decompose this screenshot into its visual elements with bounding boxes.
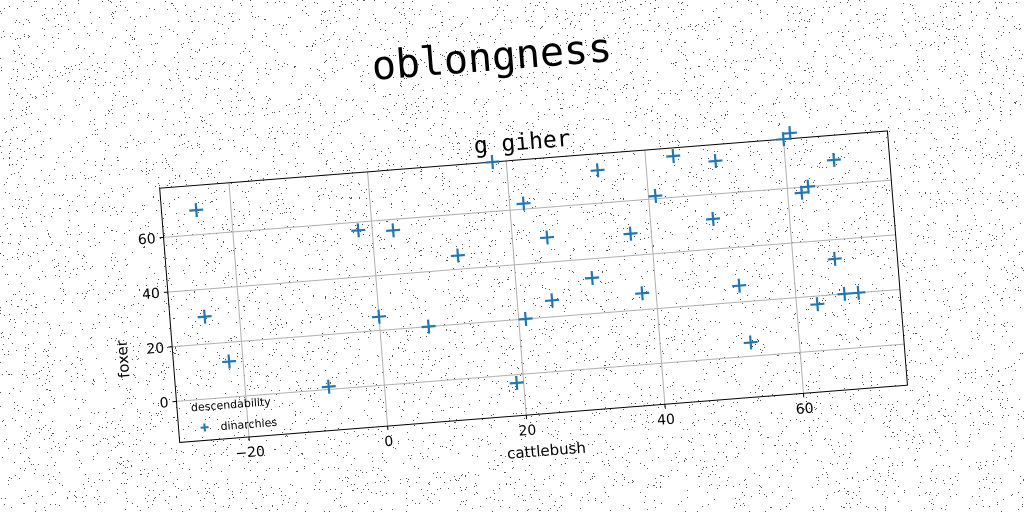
y-gridline: [176, 343, 905, 402]
data-point: [540, 230, 555, 245]
data-point: [708, 153, 723, 169]
y-axis-label: foxer: [112, 339, 133, 379]
y-gridline: [172, 288, 900, 348]
data-point: [801, 179, 816, 194]
data-point: [509, 375, 524, 390]
data-point: [222, 354, 237, 369]
data-point: [782, 126, 798, 141]
data-point: [545, 293, 560, 308]
x-tick-label: 60: [795, 401, 814, 418]
chart-title: g giher: [473, 126, 572, 160]
x-gridline: [782, 139, 804, 394]
x-gridline: [367, 171, 389, 427]
grid-lines: [163, 139, 905, 438]
data-point: [623, 226, 638, 241]
legend-marker-plus: [200, 423, 209, 432]
data-point: [826, 152, 841, 167]
data-point: [590, 163, 605, 178]
data-point: [421, 319, 436, 334]
data-point: [585, 270, 600, 286]
data-point: [851, 285, 866, 300]
x-gridline: [228, 182, 250, 438]
x-tick-label: −20: [235, 444, 266, 462]
y-tick-label: 40: [142, 286, 161, 303]
y-tick-label: 20: [146, 340, 165, 357]
legend-title: descendability: [191, 395, 272, 414]
x-gridline: [505, 160, 527, 416]
data-point: [321, 379, 336, 394]
y-gridline: [167, 234, 896, 293]
x-tick-label: 0: [384, 434, 394, 451]
data-point: [197, 309, 212, 324]
y-tick-label: 60: [137, 231, 156, 248]
x-tick-label: 20: [518, 422, 537, 439]
data-point: [485, 154, 500, 170]
data-point: [371, 309, 387, 324]
data-point: [810, 297, 825, 312]
data-point: [648, 188, 663, 204]
legend-plus: [200, 423, 209, 432]
data-markers: [189, 126, 866, 394]
data-point: [732, 278, 747, 293]
data-point: [743, 335, 758, 350]
axis-ticks: −20 0 20 40 60 0 20 40 60: [137, 231, 814, 462]
data-point: [827, 251, 842, 266]
data-point: [450, 248, 465, 263]
data-point: [351, 223, 366, 238]
legend-entry-label: dinarchies: [220, 416, 278, 433]
plot-frame: [159, 130, 908, 443]
y-tick-label: 0: [159, 395, 169, 412]
y-gridline: [163, 179, 892, 238]
data-point: [837, 286, 852, 301]
x-tick-label: 40: [657, 412, 676, 429]
x-gridline: [644, 150, 666, 405]
data-point: [516, 196, 531, 211]
data-point: [189, 203, 204, 218]
data-point: [518, 311, 533, 327]
data-point: [386, 223, 401, 238]
data-point: [635, 286, 650, 301]
data-point: [666, 148, 681, 164]
legend: descendability dinarchies: [191, 395, 278, 433]
chart-container: −20 0 20 40 60 0 20 40 60 g giher cattlebush fox…: [112, 90, 920, 469]
data-point: [705, 211, 721, 226]
